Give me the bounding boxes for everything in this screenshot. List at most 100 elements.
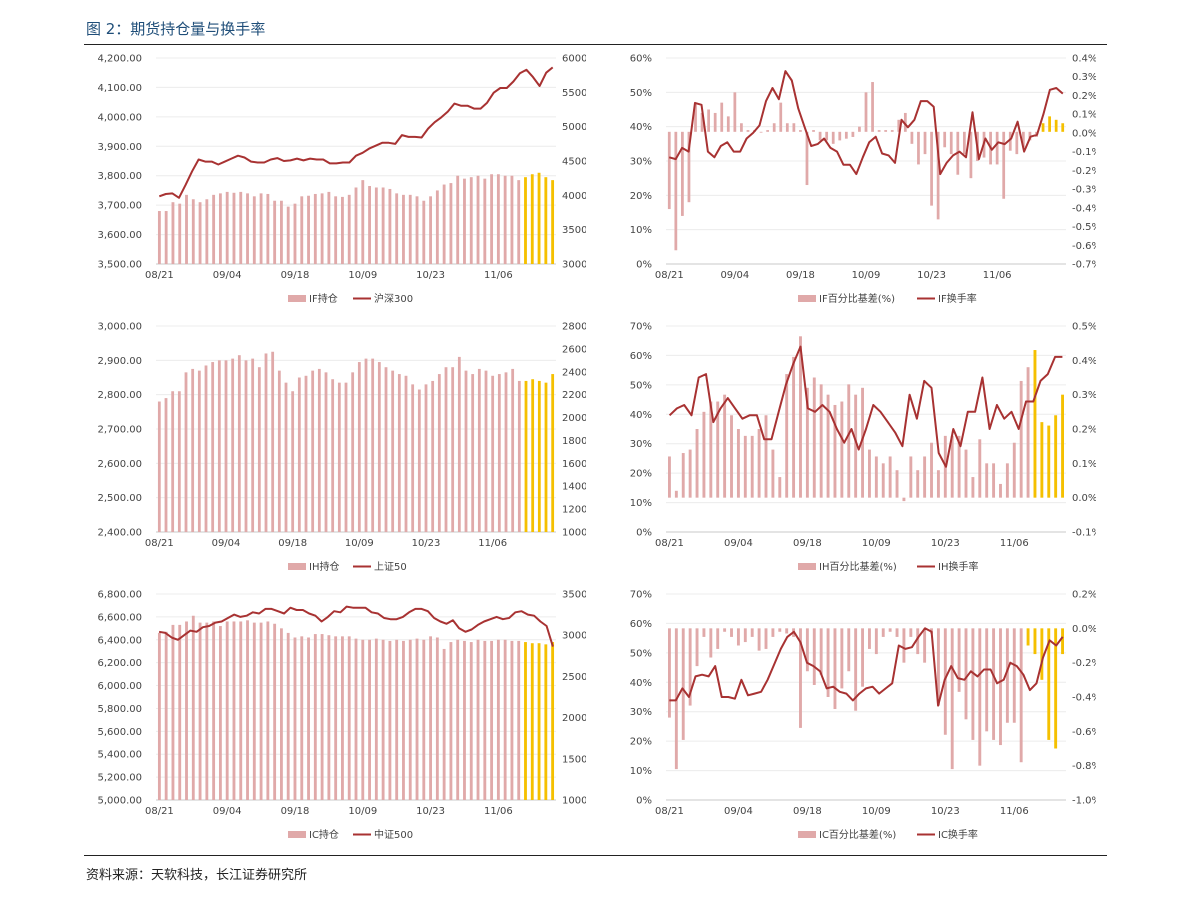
bar xyxy=(840,628,844,689)
bar xyxy=(812,628,816,685)
left-axis-tick-label: 20% xyxy=(630,191,652,202)
bar xyxy=(171,624,175,800)
bar-recent xyxy=(551,180,555,264)
bar xyxy=(730,415,733,498)
legend-label: IF百分比基差(%) xyxy=(819,292,895,305)
bar xyxy=(730,628,733,637)
bar xyxy=(1005,628,1009,723)
bar xyxy=(374,187,378,264)
right-axis-tick-label: -0.1% xyxy=(1072,147,1096,158)
bar xyxy=(825,131,829,141)
bar xyxy=(871,82,874,132)
bar xyxy=(707,109,710,132)
bar-recent xyxy=(537,380,541,532)
right-axis-tick-label: 40000 xyxy=(562,191,586,202)
bar xyxy=(962,131,966,155)
bar xyxy=(757,429,761,498)
bar xyxy=(431,380,435,532)
bar xyxy=(415,638,419,800)
left-axis-tick-label: 6,400.00 xyxy=(97,635,142,646)
legend-bar-swatch xyxy=(798,563,816,570)
right-axis-tick-label: 0.4% xyxy=(1072,356,1096,367)
bar xyxy=(503,639,507,800)
bar xyxy=(840,401,844,498)
bar xyxy=(667,131,671,210)
right-axis-tick-label: 24000 xyxy=(562,367,586,378)
bar xyxy=(674,490,678,498)
x-axis-tick-label: 08/21 xyxy=(145,806,174,817)
legend-label: 上证50 xyxy=(374,561,407,573)
bar xyxy=(805,628,809,672)
left-axis-tick-label: 0% xyxy=(636,796,652,807)
bar xyxy=(868,449,871,498)
left-axis-tick-label: 3,700.00 xyxy=(97,201,142,212)
bar-recent xyxy=(1054,628,1058,749)
right-axis-tick-label: 16000 xyxy=(562,459,586,470)
bar xyxy=(266,193,270,264)
bar xyxy=(402,640,405,800)
x-axis-tick-label: 08/21 xyxy=(145,270,174,281)
bar xyxy=(743,628,747,643)
x-axis-tick-label: 11/06 xyxy=(1000,806,1029,817)
bar xyxy=(964,628,968,720)
bar xyxy=(819,628,823,675)
bar xyxy=(377,362,381,532)
bar xyxy=(422,639,426,800)
bar xyxy=(361,180,365,264)
bar xyxy=(293,637,297,800)
bar xyxy=(764,628,768,649)
right-axis-tick-label: 0.2% xyxy=(1072,91,1096,102)
bar xyxy=(971,628,975,740)
bar xyxy=(212,621,216,800)
bar xyxy=(858,126,861,132)
bar xyxy=(304,375,308,532)
bar xyxy=(191,615,195,800)
left-axis-tick-label: 2,800.00 xyxy=(97,390,142,401)
bar xyxy=(964,449,968,498)
source-note: 资料来源：天软科技，长江证券研究所 xyxy=(86,868,308,883)
x-axis-tick-label: 09/04 xyxy=(724,806,753,817)
right-axis-tick-label: -0.4% xyxy=(1072,203,1096,214)
legend-bar-swatch xyxy=(288,831,306,838)
bar xyxy=(491,375,495,532)
right-axis-tick-label: -0.4% xyxy=(1072,693,1096,704)
chart-svg-ih-oi: 3,000.00 2,900.00 2,800.00 2,700.00 2,600.00… xyxy=(97,322,594,618)
bar xyxy=(286,206,290,264)
right-axis-tick-label: -0.2% xyxy=(1072,658,1096,669)
bar-recent xyxy=(524,380,528,532)
right-axis-tick-label: 0.0% xyxy=(1072,493,1096,504)
bar xyxy=(429,636,432,800)
bar xyxy=(779,102,783,132)
bar xyxy=(759,131,763,133)
legend-label: IH换手率 xyxy=(938,560,978,573)
bar xyxy=(902,628,906,663)
bar xyxy=(456,175,460,264)
left-axis-tick-label: 4,100.00 xyxy=(97,83,142,94)
left-axis-tick-label: 10% xyxy=(630,766,652,777)
bar xyxy=(943,628,947,735)
bar xyxy=(917,131,920,165)
bar xyxy=(702,411,706,498)
bar-recent xyxy=(1047,425,1051,498)
bar xyxy=(357,362,361,532)
bar xyxy=(909,456,913,498)
bar xyxy=(861,387,864,498)
bar xyxy=(764,415,768,498)
legend-label: IF换手率 xyxy=(938,292,977,305)
x-axis-tick-label: 09/04 xyxy=(213,806,242,817)
bar-recent xyxy=(1033,350,1037,498)
right-axis-tick-label: -0.6% xyxy=(1072,241,1096,252)
bar xyxy=(483,640,487,800)
bar xyxy=(252,196,256,264)
legend: IC持仓 中证500 xyxy=(288,828,413,841)
bar xyxy=(916,628,920,655)
legend-label: 沪深300 xyxy=(374,292,413,305)
bar xyxy=(874,456,878,498)
bar xyxy=(936,470,940,498)
bar xyxy=(851,131,855,137)
bar xyxy=(826,628,830,697)
bar xyxy=(771,449,775,498)
bar xyxy=(785,374,789,498)
bar xyxy=(726,116,730,132)
right-axis-tick-label: 35000 xyxy=(562,225,586,236)
